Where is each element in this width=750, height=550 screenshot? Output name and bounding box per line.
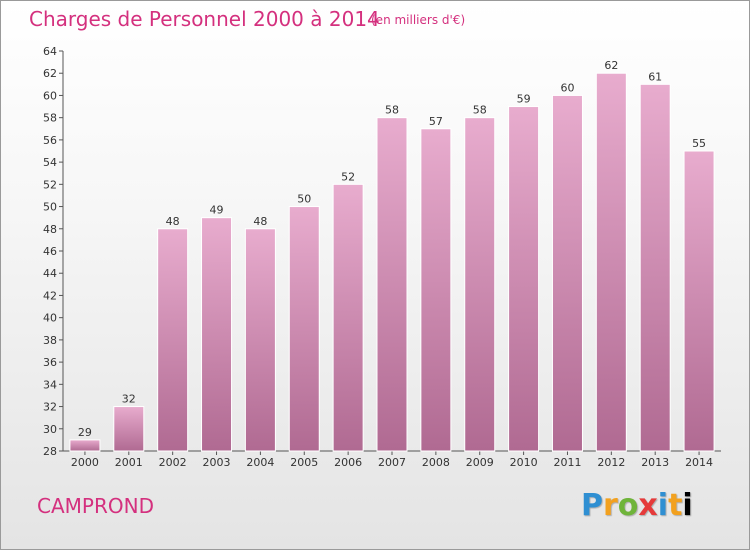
y-tick-label: 46 bbox=[43, 245, 57, 258]
x-tick-label: 2005 bbox=[290, 456, 318, 469]
x-tick-label: 2001 bbox=[115, 456, 143, 469]
y-tick-label: 52 bbox=[43, 178, 57, 191]
bar-value-label: 32 bbox=[122, 393, 136, 406]
y-tick-label: 30 bbox=[43, 423, 57, 436]
logo-letter: i bbox=[657, 488, 669, 523]
y-tick-label: 54 bbox=[43, 156, 57, 169]
y-tick-label: 62 bbox=[43, 67, 57, 80]
bar bbox=[420, 128, 452, 452]
logo-letter: o bbox=[617, 488, 639, 523]
bar bbox=[595, 72, 627, 452]
x-tick-label: 2009 bbox=[466, 456, 494, 469]
x-tick-label: 2000 bbox=[71, 456, 99, 469]
x-tick-label: 2014 bbox=[685, 456, 713, 469]
logo-letter: P bbox=[581, 488, 603, 523]
bar bbox=[551, 94, 583, 452]
logo-letter: x bbox=[638, 488, 658, 523]
bar-value-label: 49 bbox=[210, 204, 224, 217]
y-tick-label: 64 bbox=[43, 45, 57, 58]
bar-value-label: 58 bbox=[385, 104, 399, 117]
y-tick-label: 40 bbox=[43, 312, 57, 325]
y-tick-label: 58 bbox=[43, 112, 57, 125]
bar-value-label: 50 bbox=[297, 193, 311, 206]
y-tick-label: 38 bbox=[43, 334, 57, 347]
bar-value-label: 48 bbox=[253, 215, 267, 228]
bar-value-label: 55 bbox=[692, 137, 706, 150]
x-tick-label: 2010 bbox=[510, 456, 538, 469]
y-tick-label: 28 bbox=[43, 445, 57, 458]
bar bbox=[113, 406, 145, 452]
logo-letter: i bbox=[682, 488, 693, 523]
y-tick-label: 36 bbox=[43, 356, 57, 369]
x-tick-label: 2011 bbox=[553, 456, 581, 469]
y-tick-label: 50 bbox=[43, 201, 57, 214]
commune-name: CAMPROND bbox=[37, 494, 154, 518]
x-tick-label: 2002 bbox=[159, 456, 187, 469]
y-tick-label: 44 bbox=[43, 267, 57, 280]
x-tick-label: 2013 bbox=[641, 456, 669, 469]
logo-letter: t bbox=[668, 488, 683, 523]
y-tick-label: 56 bbox=[43, 134, 57, 147]
bar-value-label: 48 bbox=[166, 215, 180, 228]
x-tick-label: 2012 bbox=[597, 456, 625, 469]
bar bbox=[201, 217, 233, 452]
chart-subtitle: (en milliers d'€) bbox=[371, 13, 466, 27]
bar-value-label: 29 bbox=[78, 426, 92, 439]
bar-value-label: 59 bbox=[517, 93, 531, 106]
bar-value-label: 58 bbox=[473, 104, 487, 117]
y-tick-label: 42 bbox=[43, 289, 57, 302]
bar bbox=[464, 117, 496, 452]
bar bbox=[508, 106, 540, 452]
y-tick-label: 60 bbox=[43, 89, 57, 102]
bar bbox=[639, 83, 671, 452]
x-tick-label: 2007 bbox=[378, 456, 406, 469]
bar-value-label: 52 bbox=[341, 170, 355, 183]
chart-title: Charges de Personnel 2000 à 2014 bbox=[29, 7, 380, 31]
proxiti-logo[interactable]: Proxiti bbox=[581, 488, 693, 523]
y-tick-label: 34 bbox=[43, 378, 57, 391]
bar-value-label: 62 bbox=[604, 59, 618, 72]
bar bbox=[683, 150, 715, 452]
bar-value-label: 61 bbox=[648, 70, 662, 83]
x-tick-label: 2003 bbox=[203, 456, 231, 469]
x-tick-label: 2008 bbox=[422, 456, 450, 469]
x-tick-label: 2004 bbox=[246, 456, 274, 469]
bar bbox=[376, 117, 408, 452]
logo-letter: r bbox=[603, 488, 618, 523]
bar-value-label: 60 bbox=[560, 81, 574, 94]
chart-labels: 29 2000 32 2001 48 2002 49 2003 48 2004 50 2005 52 20… bbox=[71, 59, 713, 469]
y-tick-label: 32 bbox=[43, 401, 57, 414]
chart-axes: 28 30 32 34 36 38 40 42 44 46 48 50 52 54 56 58 60 62 64 bbox=[43, 45, 721, 458]
bar bbox=[157, 228, 189, 452]
y-tick-label: 48 bbox=[43, 223, 57, 236]
bar-value-label: 57 bbox=[429, 115, 443, 128]
bar bbox=[69, 439, 101, 452]
bar bbox=[332, 183, 364, 452]
x-tick-label: 2006 bbox=[334, 456, 362, 469]
chart-bars bbox=[69, 72, 715, 452]
bar bbox=[244, 228, 276, 452]
bar bbox=[288, 206, 320, 452]
